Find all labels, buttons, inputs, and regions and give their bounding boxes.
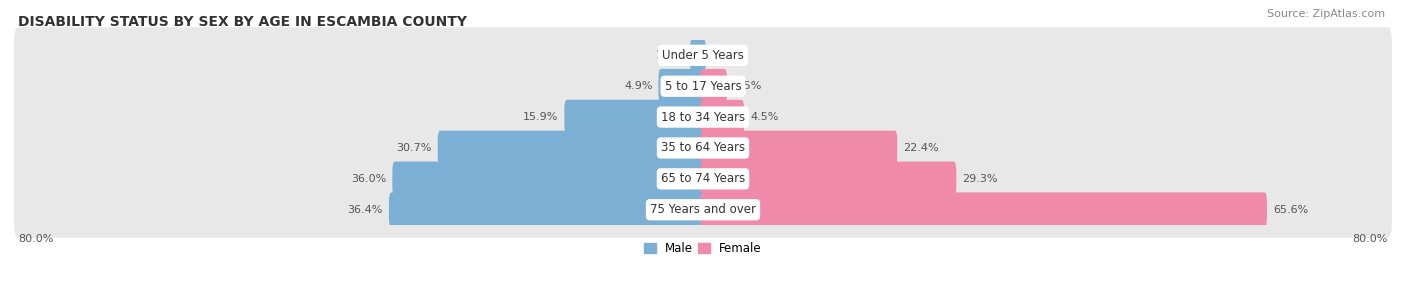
Text: 80.0%: 80.0% [1353, 234, 1388, 244]
FancyBboxPatch shape [389, 192, 706, 227]
Legend: Male, Female: Male, Female [640, 238, 766, 260]
Text: 18 to 34 Years: 18 to 34 Years [661, 111, 745, 124]
FancyBboxPatch shape [700, 69, 727, 103]
FancyBboxPatch shape [14, 58, 1392, 114]
FancyBboxPatch shape [14, 27, 1392, 83]
Text: 35 to 64 Years: 35 to 64 Years [661, 141, 745, 154]
Text: 2.5%: 2.5% [733, 81, 761, 91]
Text: 0.0%: 0.0% [711, 50, 740, 60]
Text: 65.6%: 65.6% [1272, 205, 1308, 215]
Text: 80.0%: 80.0% [18, 234, 53, 244]
FancyBboxPatch shape [700, 100, 744, 134]
Text: 36.0%: 36.0% [352, 174, 387, 184]
Text: DISABILITY STATUS BY SEX BY AGE IN ESCAMBIA COUNTY: DISABILITY STATUS BY SEX BY AGE IN ESCAM… [18, 15, 467, 29]
FancyBboxPatch shape [658, 69, 706, 103]
Text: 29.3%: 29.3% [962, 174, 998, 184]
Text: 15.9%: 15.9% [523, 112, 558, 122]
FancyBboxPatch shape [700, 161, 956, 196]
Text: 22.4%: 22.4% [903, 143, 939, 153]
Text: 1.2%: 1.2% [655, 50, 685, 60]
Text: 75 Years and over: 75 Years and over [650, 203, 756, 216]
FancyBboxPatch shape [700, 131, 897, 165]
Text: Source: ZipAtlas.com: Source: ZipAtlas.com [1267, 9, 1385, 19]
Text: Under 5 Years: Under 5 Years [662, 49, 744, 62]
FancyBboxPatch shape [14, 181, 1392, 238]
FancyBboxPatch shape [14, 89, 1392, 145]
Text: 5 to 17 Years: 5 to 17 Years [665, 80, 741, 93]
FancyBboxPatch shape [564, 100, 706, 134]
FancyBboxPatch shape [437, 131, 706, 165]
Text: 4.9%: 4.9% [624, 81, 652, 91]
Text: 30.7%: 30.7% [396, 143, 432, 153]
FancyBboxPatch shape [14, 120, 1392, 176]
Text: 36.4%: 36.4% [347, 205, 382, 215]
FancyBboxPatch shape [14, 151, 1392, 207]
Text: 4.5%: 4.5% [749, 112, 779, 122]
Text: 65 to 74 Years: 65 to 74 Years [661, 172, 745, 185]
FancyBboxPatch shape [690, 38, 706, 73]
FancyBboxPatch shape [700, 192, 1267, 227]
FancyBboxPatch shape [392, 161, 706, 196]
